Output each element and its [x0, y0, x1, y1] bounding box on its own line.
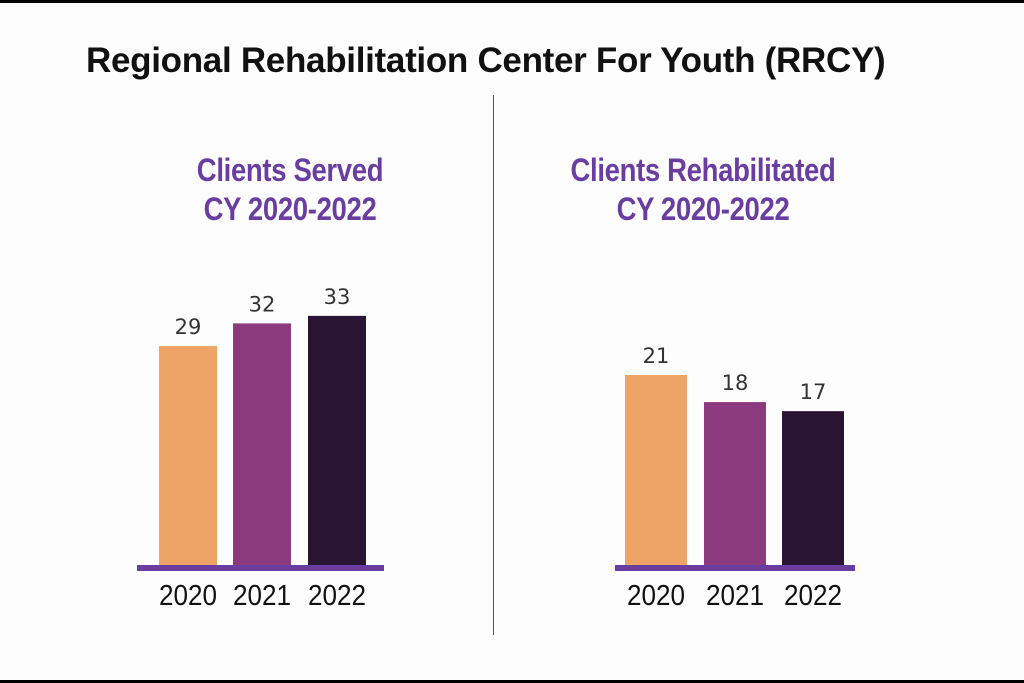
x-tick-label-clients-served-2021: 2021 — [233, 580, 291, 612]
data-label-clients-rehabilitated-2022: 17 — [800, 380, 827, 404]
data-label-clients-rehabilitated-2020: 21 — [643, 344, 670, 368]
chart-title-clients-rehabilitated: Clients Rehabilitated CY 2020-2022 — [548, 151, 858, 229]
chart-title-clients-rehabilitated-line-1: Clients Rehabilitated — [570, 152, 836, 188]
data-label-clients-served-2022: 33 — [324, 285, 351, 309]
chart-title-clients-served: Clients Served CY 2020-2022 — [144, 151, 436, 229]
slide-title: Regional Rehabilitation Center For Youth… — [86, 41, 886, 80]
slide: Regional Rehabilitation Center For Youth… — [0, 3, 1024, 680]
x-axis-baseline-clients-rehabilitated — [615, 565, 855, 571]
x-tick-label-clients-rehabilitated-2022: 2022 — [784, 580, 842, 612]
bar-clients-served-2020 — [159, 346, 217, 565]
chart-title-clients-served-line-1: Clients Served — [196, 152, 384, 188]
bar-clients-served-2021 — [233, 323, 291, 565]
chart-title-clients-rehabilitated-line-2: CY 2020-2022 — [616, 191, 790, 227]
bar-clients-rehabilitated-2022 — [782, 411, 844, 565]
chart-divider — [493, 95, 494, 635]
bar-clients-served-2022 — [308, 315, 366, 565]
data-label-clients-served-2021: 32 — [249, 292, 276, 316]
x-tick-label-clients-served-2022: 2022 — [308, 580, 366, 612]
data-label-clients-served-2020: 29 — [175, 315, 202, 339]
x-tick-label-clients-served-2020: 2020 — [159, 580, 217, 612]
x-tick-label-clients-rehabilitated-2021: 2021 — [706, 580, 764, 612]
chart-title-clients-served-line-2: CY 2020-2022 — [203, 191, 377, 227]
bar-clients-rehabilitated-2020 — [625, 374, 687, 565]
bar-charts-canvas: 29 2020 32 2021 33 2022 21 2020 18 2021 17 2022 — [137, 285, 855, 612]
bar-clients-rehabilitated-2021 — [704, 402, 766, 565]
x-tick-label-clients-rehabilitated-2020: 2020 — [627, 580, 685, 612]
data-label-clients-rehabilitated-2021: 18 — [722, 371, 749, 395]
x-axis-baseline-clients-served — [137, 565, 384, 571]
